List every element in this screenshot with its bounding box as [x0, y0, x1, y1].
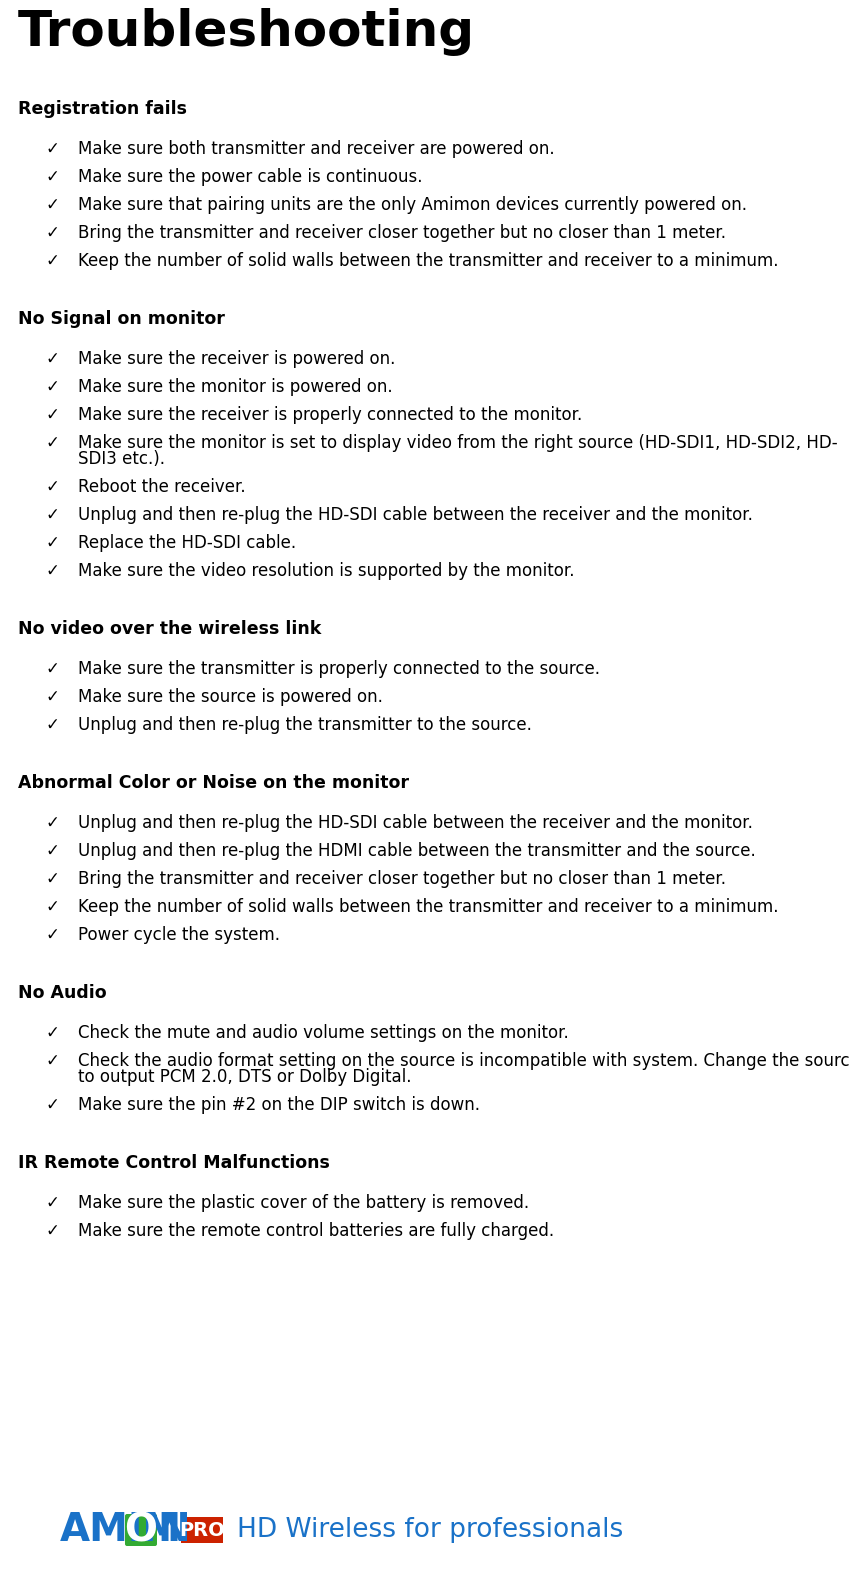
Text: ✓: ✓ [45, 139, 59, 158]
Text: ✓: ✓ [45, 562, 59, 580]
Text: ✓: ✓ [45, 406, 59, 425]
FancyBboxPatch shape [181, 1517, 223, 1543]
Text: Power cycle the system.: Power cycle the system. [78, 927, 280, 944]
Text: ✓: ✓ [45, 870, 59, 889]
Text: O: O [125, 1511, 158, 1549]
Text: ✓: ✓ [45, 252, 59, 269]
Text: ✓: ✓ [45, 843, 59, 860]
Text: Make sure both transmitter and receiver are powered on.: Make sure both transmitter and receiver … [78, 139, 554, 158]
Text: Make sure the power cable is continuous.: Make sure the power cable is continuous. [78, 168, 423, 185]
Text: No video over the wireless link: No video over the wireless link [18, 619, 321, 638]
Text: Keep the number of solid walls between the transmitter and receiver to a minimum: Keep the number of solid walls between t… [78, 898, 779, 916]
Text: Make sure the source is powered on.: Make sure the source is powered on. [78, 687, 383, 706]
Text: Make sure the monitor is set to display video from the right source (HD-SDI1, HD: Make sure the monitor is set to display … [78, 434, 838, 451]
Text: Make sure that pairing units are the only Amimon devices currently powered on.: Make sure that pairing units are the onl… [78, 196, 747, 214]
Text: ✓: ✓ [45, 223, 59, 242]
Text: Unplug and then re-plug the HDMI cable between the transmitter and the source.: Unplug and then re-plug the HDMI cable b… [78, 843, 756, 860]
Text: N: N [157, 1511, 189, 1549]
Text: Reboot the receiver.: Reboot the receiver. [78, 478, 245, 496]
Text: Make sure the plastic cover of the battery is removed.: Make sure the plastic cover of the batte… [78, 1194, 529, 1212]
Text: ✓: ✓ [45, 478, 59, 496]
Text: ✓: ✓ [45, 1194, 59, 1212]
Text: ✓: ✓ [45, 505, 59, 524]
Text: ✓: ✓ [45, 168, 59, 185]
Text: Check the audio format setting on the source is incompatible with system. Change: Check the audio format setting on the so… [78, 1052, 849, 1071]
Text: ✓: ✓ [45, 1221, 59, 1240]
Text: IR Remote Control Malfunctions: IR Remote Control Malfunctions [18, 1155, 330, 1172]
Text: No Signal on monitor: No Signal on monitor [18, 310, 225, 328]
Text: Bring the transmitter and receiver closer together but no closer than 1 meter.: Bring the transmitter and receiver close… [78, 870, 726, 889]
Text: ✓: ✓ [45, 661, 59, 678]
Text: ✓: ✓ [45, 350, 59, 367]
Text: Check the mute and audio volume settings on the monitor.: Check the mute and audio volume settings… [78, 1023, 569, 1042]
Text: ✓: ✓ [45, 379, 59, 396]
Text: Unplug and then re-plug the HD-SDI cable between the receiver and the monitor.: Unplug and then re-plug the HD-SDI cable… [78, 505, 753, 524]
Text: No Audio: No Audio [18, 984, 107, 1003]
Text: Unplug and then re-plug the transmitter to the source.: Unplug and then re-plug the transmitter … [78, 716, 531, 733]
Text: SDI3 etc.).: SDI3 etc.). [78, 450, 165, 467]
Text: PRO: PRO [179, 1521, 225, 1540]
Text: ✓: ✓ [45, 1023, 59, 1042]
Text: Make sure the receiver is powered on.: Make sure the receiver is powered on. [78, 350, 396, 367]
Text: Make sure the pin #2 on the DIP switch is down.: Make sure the pin #2 on the DIP switch i… [78, 1096, 480, 1114]
Text: Keep the number of solid walls between the transmitter and receiver to a minimum: Keep the number of solid walls between t… [78, 252, 779, 269]
Text: ✓: ✓ [45, 898, 59, 916]
Text: ✓: ✓ [45, 716, 59, 733]
Text: ✓: ✓ [45, 534, 59, 551]
Text: ✓: ✓ [45, 927, 59, 944]
Text: Abnormal Color or Noise on the monitor: Abnormal Color or Noise on the monitor [18, 775, 409, 792]
Text: Make sure the monitor is powered on.: Make sure the monitor is powered on. [78, 379, 392, 396]
Text: ✓: ✓ [45, 196, 59, 214]
Text: Make sure the transmitter is properly connected to the source.: Make sure the transmitter is properly co… [78, 661, 600, 678]
Text: Unplug and then re-plug the HD-SDI cable between the receiver and the monitor.: Unplug and then re-plug the HD-SDI cable… [78, 814, 753, 832]
Text: Troubleshooting: Troubleshooting [18, 8, 475, 55]
Text: ✓: ✓ [45, 434, 59, 451]
Text: ✓: ✓ [45, 687, 59, 706]
Text: Make sure the receiver is properly connected to the monitor.: Make sure the receiver is properly conne… [78, 406, 582, 425]
Text: ✓: ✓ [45, 1096, 59, 1114]
FancyBboxPatch shape [125, 1514, 157, 1546]
Text: Bring the transmitter and receiver closer together but no closer than 1 meter.: Bring the transmitter and receiver close… [78, 223, 726, 242]
Text: Make sure the video resolution is supported by the monitor.: Make sure the video resolution is suppor… [78, 562, 575, 580]
Text: ✓: ✓ [45, 814, 59, 832]
Text: to output PCM 2.0, DTS or Dolby Digital.: to output PCM 2.0, DTS or Dolby Digital. [78, 1068, 412, 1087]
Text: HD Wireless for professionals: HD Wireless for professionals [237, 1517, 623, 1543]
Text: ✓: ✓ [45, 1052, 59, 1071]
Text: Make sure the remote control batteries are fully charged.: Make sure the remote control batteries a… [78, 1221, 554, 1240]
Text: Replace the HD-SDI cable.: Replace the HD-SDI cable. [78, 534, 296, 551]
Text: Registration fails: Registration fails [18, 100, 187, 117]
Text: AMIM: AMIM [60, 1511, 183, 1549]
